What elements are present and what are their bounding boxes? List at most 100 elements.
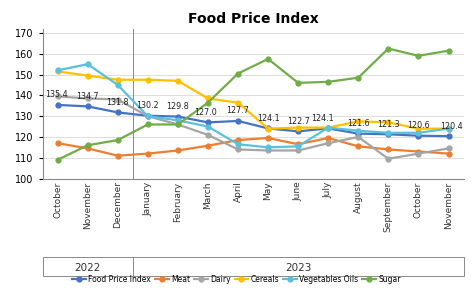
Sugar: [175, 123, 181, 126]
Meat: [85, 147, 90, 150]
Text: September: September: [384, 181, 393, 232]
Legend: Food Price Index, Meat, Dairy, Cereals, Vegetables Oils, Sugar: Food Price Index, Meat, Dairy, Cereals, …: [70, 272, 403, 287]
Food Price Index: [295, 130, 301, 133]
Dairy: [85, 97, 90, 100]
Text: March: March: [203, 181, 212, 209]
Vegetables Oils: [115, 83, 121, 87]
Food Price Index: [356, 132, 361, 135]
Meat: [446, 152, 451, 155]
Sugar: [145, 123, 150, 126]
Cereals: [205, 97, 211, 100]
Meat: [115, 154, 121, 158]
Text: October: October: [414, 181, 423, 218]
Text: 120.6: 120.6: [407, 121, 430, 130]
Food Price Index: [235, 119, 241, 123]
Text: July: July: [324, 181, 333, 198]
Sugar: [295, 81, 301, 85]
Meat: [175, 149, 181, 152]
Vegetables Oils: [295, 145, 301, 148]
Vegetables Oils: [265, 146, 271, 149]
Meat: [265, 136, 271, 140]
Line: Cereals: Cereals: [55, 69, 451, 131]
Text: October: October: [53, 181, 62, 218]
Cereals: [235, 101, 241, 104]
Text: 121.6: 121.6: [347, 119, 369, 128]
Food Price Index: [85, 105, 90, 108]
Text: 2022: 2022: [74, 263, 101, 273]
Dairy: [115, 98, 121, 101]
Text: February: February: [174, 181, 183, 221]
Sugar: [385, 47, 391, 50]
Meat: [145, 152, 150, 155]
Dairy: [295, 149, 301, 152]
Sugar: [55, 158, 61, 162]
Food Price Index: [385, 132, 391, 136]
Text: November: November: [83, 181, 92, 229]
Cereals: [145, 78, 150, 82]
Vegetables Oils: [175, 119, 181, 122]
Text: 130.2: 130.2: [137, 101, 159, 110]
Text: 134.7: 134.7: [76, 92, 99, 101]
Text: 127.7: 127.7: [227, 106, 249, 115]
Dairy: [55, 95, 61, 98]
Dairy: [325, 141, 331, 145]
Cereals: [325, 126, 331, 129]
Text: August: August: [354, 181, 363, 213]
Text: 124.1: 124.1: [257, 114, 280, 123]
Text: November: November: [444, 181, 453, 229]
Dairy: [175, 123, 181, 126]
Line: Dairy: Dairy: [55, 94, 451, 161]
Dairy: [446, 147, 451, 150]
Sugar: [85, 143, 90, 147]
Dairy: [235, 148, 241, 151]
Text: June: June: [294, 181, 303, 201]
Vegetables Oils: [385, 131, 391, 134]
Cereals: [85, 74, 90, 77]
Vegetables Oils: [446, 127, 451, 130]
Vegetables Oils: [325, 126, 331, 129]
Vegetables Oils: [145, 114, 150, 118]
Dairy: [416, 152, 421, 155]
Dairy: [205, 133, 211, 137]
Cereals: [295, 126, 301, 129]
Meat: [55, 141, 61, 145]
Text: 127.0: 127.0: [194, 108, 217, 117]
Meat: [416, 150, 421, 153]
Sugar: [325, 80, 331, 84]
Text: 2023: 2023: [285, 263, 311, 273]
Food Price Index: [325, 127, 331, 130]
Dairy: [265, 149, 271, 152]
Cereals: [115, 78, 121, 82]
Sugar: [205, 101, 211, 104]
Line: Food Price Index: Food Price Index: [55, 103, 451, 139]
Sugar: [416, 54, 421, 58]
Food Price Index: [205, 121, 211, 124]
Cereals: [385, 121, 391, 124]
Meat: [356, 145, 361, 148]
Food Price Index: [416, 134, 421, 137]
Text: January: January: [143, 181, 152, 216]
Vegetables Oils: [205, 125, 211, 128]
Meat: [235, 138, 241, 142]
Text: 131.8: 131.8: [106, 98, 129, 107]
Dairy: [356, 135, 361, 139]
Meat: [385, 148, 391, 151]
Sugar: [446, 49, 451, 52]
Cereals: [446, 127, 451, 130]
Food Price Index: [175, 115, 181, 118]
Cereals: [416, 127, 421, 130]
Food Price Index: [145, 114, 150, 118]
Food Price Index: [115, 111, 121, 114]
Cereals: [356, 120, 361, 123]
Food Price Index: [265, 127, 271, 130]
Title: Food Price Index: Food Price Index: [188, 12, 318, 26]
Vegetables Oils: [356, 129, 361, 132]
Text: December: December: [113, 181, 122, 228]
Meat: [205, 144, 211, 147]
Text: 122.7: 122.7: [287, 117, 310, 126]
Dairy: [145, 114, 150, 118]
Text: 124.1: 124.1: [311, 114, 334, 123]
Text: April: April: [234, 181, 243, 202]
Sugar: [235, 72, 241, 75]
Line: Vegetables Oils: Vegetables Oils: [55, 62, 451, 150]
